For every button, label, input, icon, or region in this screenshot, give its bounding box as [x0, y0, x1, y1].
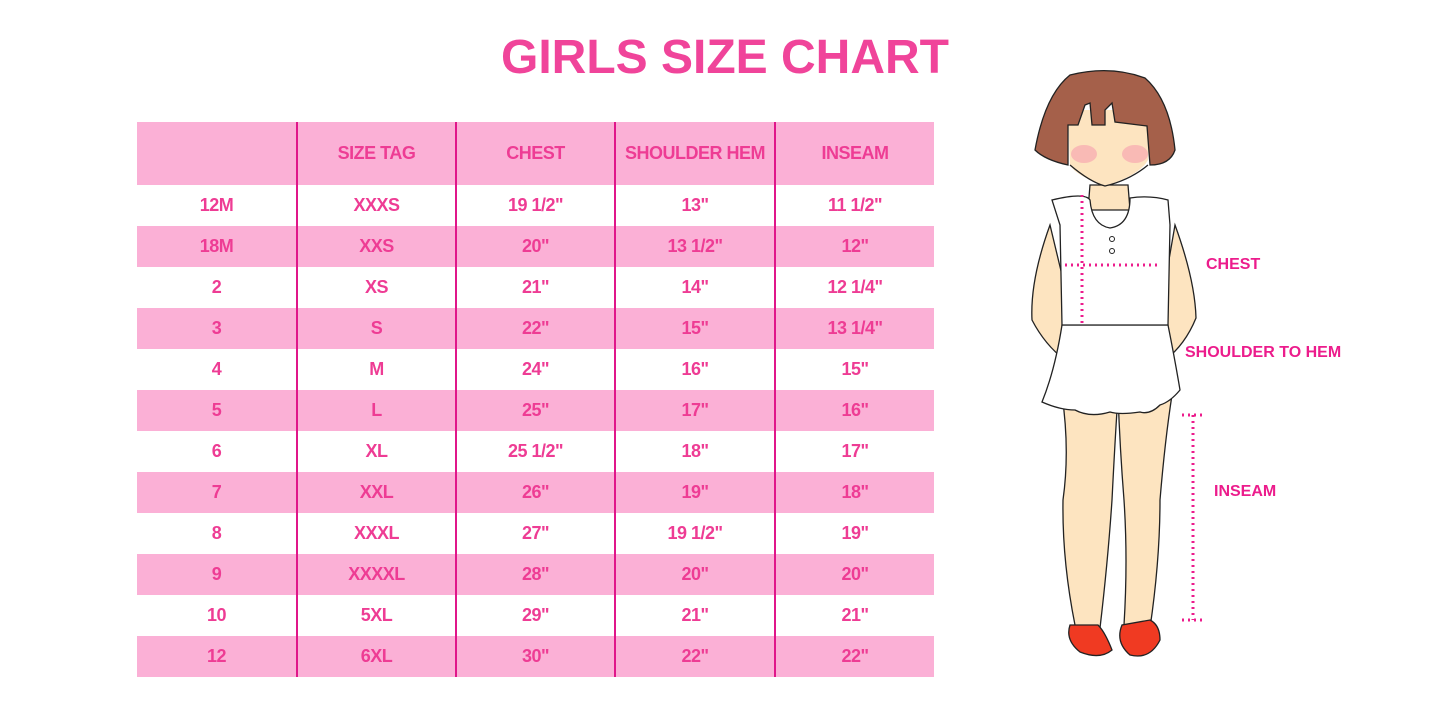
page-title: GIRLS SIZE CHART: [500, 31, 949, 84]
table-cell: 2: [211, 277, 222, 297]
table-cell: 3: [137, 308, 297, 349]
header-cell: [137, 122, 297, 185]
table-cell: 12": [774, 226, 934, 267]
table-cell: 25 1/2": [455, 431, 615, 472]
table-cell: 17": [614, 390, 775, 431]
table-cell: 6XL: [296, 636, 456, 677]
table-row: 10 5XL 29" 21" 21": [137, 595, 934, 636]
table-cell: XS: [296, 267, 456, 308]
table-row: 6 XL 25 1/2" 18" 17": [137, 431, 934, 472]
table-cell: 20": [614, 554, 775, 595]
table-row: 7 XXL 26" 19" 18": [137, 472, 934, 513]
table-cell: 24": [455, 349, 615, 390]
table-cell: 5: [137, 390, 297, 431]
table-cell: 19 1/2": [614, 513, 775, 554]
table-cell: S: [296, 308, 456, 349]
table-cell: 22": [455, 308, 615, 349]
table-cell: 16": [774, 390, 934, 431]
table-cell: 16": [614, 349, 775, 390]
table-cell: 21": [614, 595, 775, 636]
table-cell: XXXS: [296, 185, 456, 226]
header-cell: SIZE TAG: [296, 122, 456, 185]
table-cell: 15": [614, 308, 775, 349]
table-cell: XXS: [296, 226, 456, 267]
table-row: 5 L 25" 17" 16": [137, 390, 934, 431]
table-cell: 22": [614, 636, 775, 677]
table-header-row: SIZE TAG CHEST SHOULDER HEM INSEAM: [137, 122, 934, 185]
table-cell: 13 1/2": [614, 226, 775, 267]
table-cell: 22": [774, 636, 934, 677]
table-row: 12 6XL 30" 22" 22": [137, 636, 934, 677]
table-cell: XXXXL: [296, 554, 456, 595]
table-row: 8 XXXL 27" 19 1/2" 19": [137, 513, 934, 554]
table-cell: 18": [774, 472, 934, 513]
header-cell: CHEST: [455, 122, 615, 185]
table-cell: 5XL: [296, 595, 456, 636]
table-row: 9 XXXXL 28" 20" 20": [137, 554, 934, 595]
table-cell: 27": [455, 513, 615, 554]
table-cell: 4: [211, 359, 222, 379]
table-cell: 12 1/4": [774, 267, 934, 308]
table-cell: XXL: [296, 472, 456, 513]
table-cell: 18M: [137, 226, 297, 267]
table-cell: 20": [774, 554, 934, 595]
table-cell: L: [296, 390, 456, 431]
table-row: 4 M 24" 16" 15": [137, 349, 934, 390]
chest-label: CHEST: [1206, 256, 1261, 273]
table-cell: 7: [137, 472, 297, 513]
shoulder-to-hem-label: SHOULDER TO HEM: [1185, 344, 1342, 361]
table-cell: 6: [211, 441, 222, 461]
table-cell: 26": [455, 472, 615, 513]
table-cell: 19": [774, 513, 934, 554]
table-cell: 14": [614, 267, 775, 308]
table-row: 18M XXS 20" 13 1/2" 12": [137, 226, 934, 267]
table-cell: 8: [211, 523, 222, 543]
table-cell: M: [296, 349, 456, 390]
table-cell: 21": [774, 595, 934, 636]
header-cell: INSEAM: [774, 122, 934, 185]
table-row: 3 S 22" 15" 13 1/4": [137, 308, 934, 349]
table-cell: XXXL: [296, 513, 456, 554]
table-cell: 13": [614, 185, 775, 226]
table-cell: 12M: [199, 195, 234, 215]
table-cell: 29": [455, 595, 615, 636]
table-cell: 12: [137, 636, 297, 677]
table-cell: 17": [774, 431, 934, 472]
table-cell: 28": [455, 554, 615, 595]
table-cell: XL: [296, 431, 456, 472]
table-cell: 21": [455, 267, 615, 308]
table-cell: 10: [206, 605, 227, 625]
table-row: 12M XXXS 19 1/2" 13" 11 1/2": [137, 185, 934, 226]
table-cell: 13 1/4": [774, 308, 934, 349]
inseam-label: INSEAM: [1214, 483, 1277, 500]
table-cell: 19": [614, 472, 775, 513]
table-cell: 11 1/2": [774, 185, 934, 226]
table-row: 2 XS 21" 14" 12 1/4": [137, 267, 934, 308]
header-cell: SHOULDER HEM: [614, 122, 775, 185]
table-cell: 20": [455, 226, 615, 267]
table-cell: 18": [614, 431, 775, 472]
table-cell: 25": [455, 390, 615, 431]
table-cell: 19 1/2": [455, 185, 615, 226]
table-cell: 30": [455, 636, 615, 677]
table-cell: 9: [137, 554, 297, 595]
size-chart-table: SIZE TAG CHEST SHOULDER HEM INSEAM 12M XX…: [137, 122, 934, 677]
table-cell: 15": [774, 349, 934, 390]
